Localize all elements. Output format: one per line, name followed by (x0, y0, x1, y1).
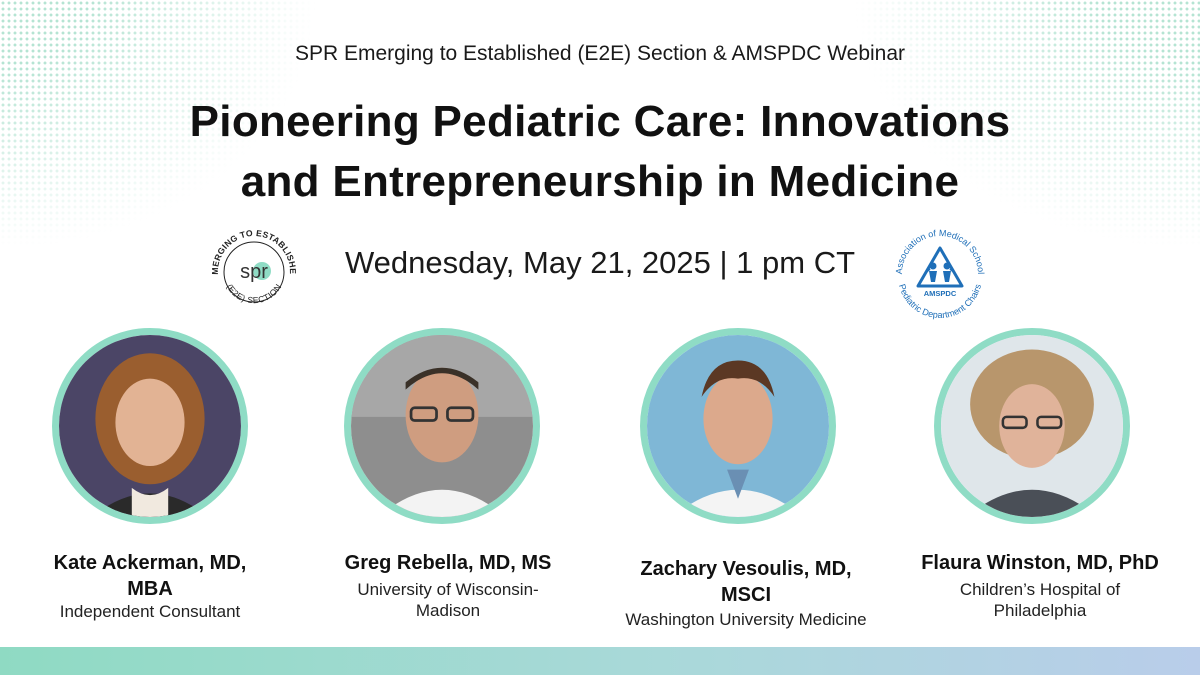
speaker-photo (52, 328, 248, 524)
page-title: Pioneering Pediatric Care: Innovations a… (0, 92, 1200, 212)
speaker-affiliation-line-1: Independent Consultant (59, 602, 241, 621)
speaker-name-line-1: Kate Ackerman, MD, (53, 552, 247, 574)
speaker-affiliation: Washington University Medicine (606, 609, 886, 630)
bottom-gradient-band (0, 647, 1200, 675)
spr-mark: spr (240, 261, 268, 283)
speaker-affiliation-line-1: University of Wisconsin- (357, 580, 539, 599)
title-line-2: and Entrepreneurship in Medicine (240, 157, 960, 206)
speaker-affiliation: Children’s Hospital of Philadelphia (900, 579, 1180, 621)
speaker-name-line-1: Flaura Winston, MD, PhD (921, 552, 1159, 574)
speaker-name: Zachary Vesoulis, MD, MSCI (606, 556, 886, 608)
speaker-name-line-1: Greg Rebella, MD, MS (344, 552, 552, 574)
speaker-affiliation: Independent Consultant (10, 601, 290, 622)
speaker-name: Kate Ackerman, MD, MBA (10, 550, 290, 602)
title-line-1: Pioneering Pediatric Care: Innovations (189, 97, 1011, 146)
speaker-photo (344, 328, 540, 524)
speaker-name: Flaura Winston, MD, PhD (900, 550, 1180, 576)
amspdc-acronym: AMSPDC (924, 289, 957, 298)
speaker-affiliation-line-2: Madison (415, 601, 481, 620)
spr-e2e-logo: EMERGING TO ESTABLISHED (E2E) SECTION sp… (201, 214, 304, 322)
speaker-name-line-2: MBA (127, 578, 173, 600)
webinar-subtitle: SPR Emerging to Established (E2E) Sectio… (294, 42, 906, 65)
speaker-photo (640, 328, 836, 524)
speaker-name-line-1: Zachary Vesoulis, MD, (640, 558, 852, 580)
speaker-affiliation: University of Wisconsin- Madison (308, 579, 588, 621)
speaker-affiliation-line-1: Washington University Medicine (625, 610, 867, 629)
svg-text:(E2E) SECTION: (E2E) SECTION (225, 282, 284, 305)
speaker-photo (934, 328, 1130, 524)
speaker-name: Greg Rebella, MD, MS (308, 550, 588, 576)
speaker-name-line-2: MSCI (721, 584, 771, 606)
amspdc-logo: Association of Medical School Pediatric … (888, 222, 992, 326)
event-date: Wednesday, May 21, 2025 | 1 pm CT (344, 245, 856, 280)
speaker-affiliation-line-1: Children’s Hospital of (959, 580, 1121, 599)
speaker-affiliation-line-2: Philadelphia (993, 601, 1087, 620)
spr-arc-bottom-text: (E2E) SECTION (225, 282, 283, 305)
